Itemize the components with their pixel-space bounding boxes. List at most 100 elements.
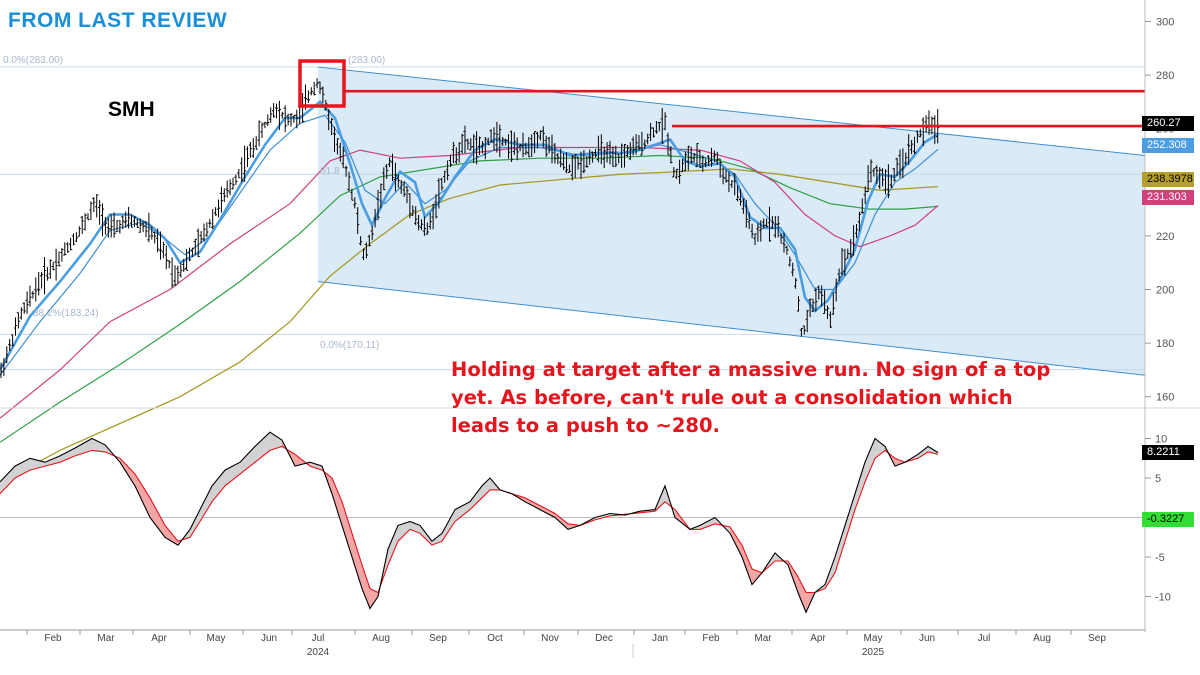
x-axis-month-label: Aug bbox=[1033, 633, 1051, 644]
oscillator-fill bbox=[895, 458, 905, 467]
oscillator-fill bbox=[225, 462, 240, 486]
channel-upper-line bbox=[317, 66, 1146, 156]
price-axis-label: 200 bbox=[1156, 285, 1174, 297]
oscillator-fill bbox=[595, 513, 610, 520]
peak-highlight-box bbox=[298, 59, 346, 108]
x-axis-month-label: Jul bbox=[312, 633, 325, 644]
oscillator-fill bbox=[798, 576, 806, 613]
analysis-annotation: Holding at target after a massive run. N… bbox=[451, 358, 1051, 437]
oscillator-fill bbox=[398, 521, 410, 542]
x-axis-month-label: May bbox=[207, 633, 226, 644]
price-last-tag: 260.27 bbox=[1142, 116, 1194, 131]
x-axis-month-label: Jun bbox=[919, 633, 935, 644]
channel-area bbox=[318, 67, 1145, 376]
oscillator-signal-tag: -0.3227 bbox=[1142, 512, 1194, 527]
oscillator-signal-line bbox=[0, 445, 939, 594]
x-axis-month-label: Apr bbox=[151, 633, 167, 644]
ma-200-line bbox=[0, 168, 939, 484]
oscillator-fill bbox=[362, 564, 370, 609]
price-axis-label: 280 bbox=[1156, 70, 1174, 82]
oscillator-fill bbox=[45, 455, 60, 467]
ma-fast-last-tag: 252.308 bbox=[1142, 138, 1194, 153]
oscillator-fill bbox=[388, 525, 398, 565]
oscillator-fill bbox=[865, 438, 875, 482]
x-axis-year-label: 2024 bbox=[307, 647, 330, 658]
oscillator-line bbox=[0, 431, 939, 614]
oscillator-fill bbox=[332, 478, 342, 526]
oscillator-fill bbox=[470, 485, 482, 510]
fib-label-mid: 61.8 bbox=[320, 166, 340, 177]
oscillator-fill bbox=[730, 526, 742, 557]
channel-lower-line bbox=[317, 280, 1146, 376]
x-axis-month-label: Jul bbox=[978, 633, 991, 644]
x-axis-month-label: Jan bbox=[652, 633, 668, 644]
x-axis-month-label: Feb bbox=[44, 633, 62, 644]
oscillator-fill bbox=[410, 521, 420, 534]
oscillator-fill bbox=[835, 525, 845, 573]
x-axis-month-label: Apr bbox=[810, 633, 826, 644]
x-axis-month-label: May bbox=[864, 633, 883, 644]
fib-label-top-right: (283.00) bbox=[348, 55, 386, 66]
oscillator-fill bbox=[15, 458, 30, 478]
oscillator-fill bbox=[190, 509, 200, 538]
x-axis-month-label: Feb bbox=[702, 633, 720, 644]
oscillator-fill bbox=[752, 568, 762, 585]
oscillator-fill bbox=[150, 497, 165, 538]
oscillator-fill bbox=[240, 446, 255, 475]
oscillator-fill bbox=[255, 432, 270, 463]
x-axis-month-label: Jun bbox=[261, 633, 277, 644]
oscillator-fill bbox=[342, 501, 352, 557]
oscillator-fill bbox=[855, 462, 865, 510]
ticker-label: SMH bbox=[108, 98, 155, 121]
oscillator-fill bbox=[700, 517, 715, 530]
fib-label-top-left: 0.0%(283.00) bbox=[3, 55, 64, 66]
oscillator-axis-label: -5 bbox=[1155, 552, 1165, 564]
oscillator-axis-label: 10 bbox=[1155, 434, 1167, 446]
x-axis-month-label: Dec bbox=[595, 633, 613, 644]
x-axis-month-label: Aug bbox=[372, 633, 390, 644]
fib-label-low-left: 38.2%(183.24) bbox=[33, 308, 99, 319]
price-axis-label: 220 bbox=[1156, 231, 1174, 243]
price-axis-label: 300 bbox=[1156, 17, 1174, 29]
oscillator-fill bbox=[135, 474, 150, 518]
oscillator-fill bbox=[212, 470, 225, 502]
x-axis-month-label: Sep bbox=[1088, 633, 1106, 644]
ma-100-line bbox=[0, 154, 939, 443]
price-axis-label: 160 bbox=[1156, 392, 1174, 404]
x-axis-month-label: Nov bbox=[541, 633, 559, 644]
x-axis-month-label: Mar bbox=[754, 633, 772, 644]
fib-label-bottom: 0.0%(170.11) bbox=[320, 340, 380, 351]
oscillator-fill bbox=[165, 525, 178, 546]
oscillator-fill bbox=[200, 485, 212, 522]
oscillator-fill bbox=[270, 432, 282, 451]
oscillator-fill bbox=[0, 466, 15, 494]
oscillator-fill bbox=[540, 505, 555, 518]
oscillator-fill bbox=[60, 447, 75, 463]
oscillator-fill bbox=[92, 438, 105, 452]
oscillator-fill bbox=[442, 509, 455, 542]
oscillator-fill bbox=[918, 446, 928, 459]
oscillator-fill bbox=[742, 545, 752, 585]
x-axis-year-label: 2025 bbox=[862, 647, 885, 658]
oscillator-fill bbox=[310, 462, 322, 471]
x-axis-month-label: Mar bbox=[97, 633, 115, 644]
oscillator-fill bbox=[352, 533, 362, 589]
oscillator-last-tag: 8.2211 bbox=[1142, 445, 1194, 460]
oscillator-axis-label: -10 bbox=[1155, 592, 1171, 604]
x-axis-month-label: Sep bbox=[429, 633, 447, 644]
oscillator-fill bbox=[845, 493, 855, 542]
oscillator-axis-label: 5 bbox=[1155, 473, 1161, 485]
header-title: FROM LAST REVIEW bbox=[8, 9, 228, 32]
oscillator-fill bbox=[525, 497, 540, 510]
oscillator-fill bbox=[370, 588, 378, 609]
oscillator-fill bbox=[482, 478, 490, 498]
ma-50-last-tag: 231.303 bbox=[1142, 190, 1194, 205]
price-axis-label: 180 bbox=[1156, 338, 1174, 350]
oscillator-fill bbox=[420, 525, 432, 546]
oscillator-fill bbox=[30, 458, 45, 471]
ma-200-last-tag: 238.3978 bbox=[1142, 172, 1194, 187]
ma-short-line bbox=[0, 114, 939, 376]
oscillator-fill bbox=[555, 513, 568, 530]
x-axis-month-label: Oct bbox=[487, 633, 503, 644]
